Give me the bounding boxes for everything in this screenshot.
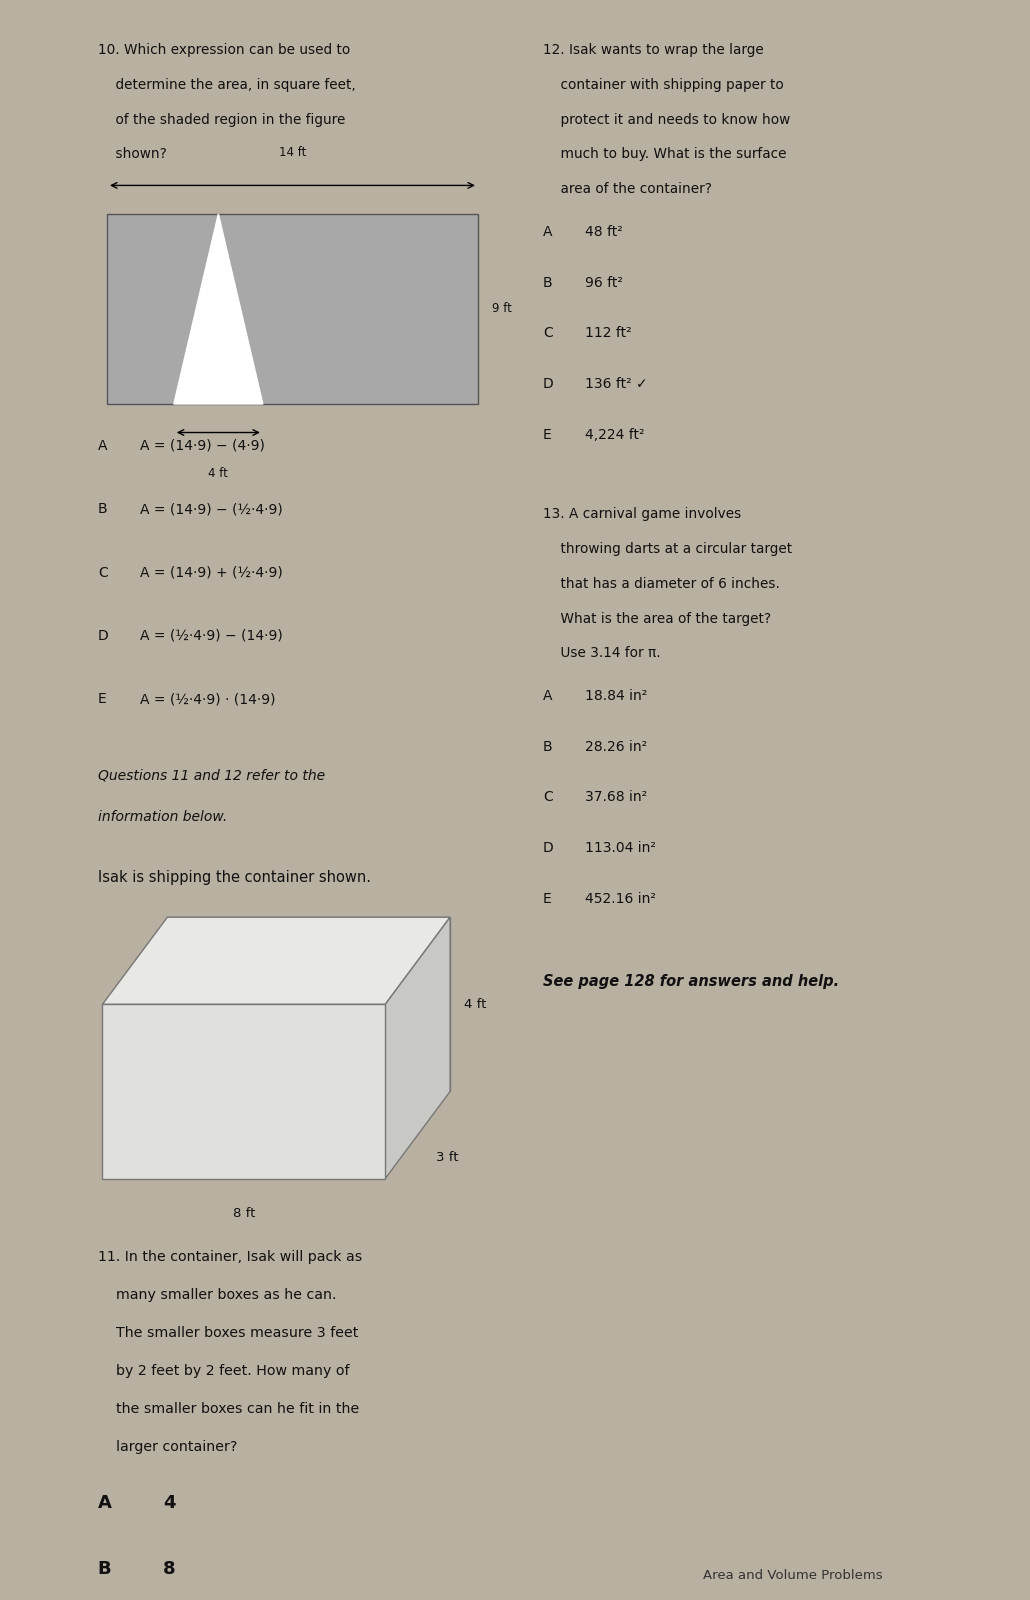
Text: D: D [543, 842, 553, 854]
Text: the smaller boxes can he fit in the: the smaller boxes can he fit in the [98, 1402, 359, 1416]
Text: B: B [98, 1560, 111, 1578]
Text: 3 ft: 3 ft [437, 1150, 458, 1163]
Text: 4,224 ft²: 4,224 ft² [585, 427, 644, 442]
Polygon shape [167, 917, 450, 1091]
Text: many smaller boxes as he can.: many smaller boxes as he can. [98, 1288, 337, 1302]
FancyBboxPatch shape [103, 1005, 385, 1179]
Text: Area and Volume Problems: Area and Volume Problems [703, 1570, 883, 1582]
Text: What is the area of the target?: What is the area of the target? [543, 611, 770, 626]
Text: D: D [543, 378, 553, 390]
Text: E: E [98, 693, 106, 706]
FancyBboxPatch shape [107, 214, 478, 403]
Text: B: B [98, 502, 107, 517]
Text: Use 3.14 for π.: Use 3.14 for π. [543, 646, 660, 661]
Text: 9 ft: 9 ft [492, 302, 512, 315]
Text: 37.68 in²: 37.68 in² [585, 790, 647, 805]
Text: 13. A carnival game involves: 13. A carnival game involves [543, 507, 741, 522]
Text: determine the area, in square feet,: determine the area, in square feet, [98, 78, 355, 91]
Text: area of the container?: area of the container? [543, 182, 712, 197]
Text: E: E [543, 427, 551, 442]
Text: A: A [543, 226, 552, 238]
Text: C: C [543, 790, 552, 805]
Text: A: A [98, 438, 107, 453]
Text: 4 ft: 4 ft [208, 467, 229, 480]
Text: by 2 feet by 2 feet. How many of: by 2 feet by 2 feet. How many of [98, 1363, 349, 1378]
Text: Isak is shipping the container shown.: Isak is shipping the container shown. [98, 870, 371, 885]
Text: protect it and needs to know how: protect it and needs to know how [543, 112, 790, 126]
Text: A = (14·9) − (½·4·9): A = (14·9) − (½·4·9) [139, 502, 282, 517]
Polygon shape [174, 214, 263, 403]
Text: 8 ft: 8 ft [233, 1206, 255, 1221]
Text: 18.84 in²: 18.84 in² [585, 690, 647, 702]
Text: shown?: shown? [98, 147, 167, 162]
Text: E: E [543, 891, 551, 906]
Text: throwing darts at a circular target: throwing darts at a circular target [543, 542, 792, 555]
Polygon shape [103, 917, 450, 1005]
Text: D: D [98, 629, 108, 643]
Text: 11. In the container, Isak will pack as: 11. In the container, Isak will pack as [98, 1250, 363, 1264]
Text: 28.26 in²: 28.26 in² [585, 739, 647, 754]
Text: container with shipping paper to: container with shipping paper to [543, 78, 784, 91]
Text: B: B [543, 275, 552, 290]
Text: A = (½·4·9) − (14·9): A = (½·4·9) − (14·9) [139, 629, 282, 643]
Text: larger container?: larger container? [98, 1440, 237, 1454]
Text: of the shaded region in the figure: of the shaded region in the figure [98, 112, 345, 126]
Text: A = (14·9) + (½·4·9): A = (14·9) + (½·4·9) [139, 565, 282, 579]
Text: 14 ft: 14 ft [279, 146, 306, 158]
Text: 12. Isak wants to wrap the large: 12. Isak wants to wrap the large [543, 43, 763, 58]
Text: information below.: information below. [98, 810, 227, 824]
Text: 112 ft²: 112 ft² [585, 326, 631, 341]
Text: C: C [98, 565, 107, 579]
Text: 48 ft²: 48 ft² [585, 226, 622, 238]
Text: Questions 11 and 12 refer to the: Questions 11 and 12 refer to the [98, 768, 325, 782]
Text: B: B [543, 739, 552, 754]
Text: 10. Which expression can be used to: 10. Which expression can be used to [98, 43, 350, 58]
Text: that has a diameter of 6 inches.: that has a diameter of 6 inches. [543, 576, 780, 590]
Text: A = (½·4·9) · (14·9): A = (½·4·9) · (14·9) [139, 693, 275, 706]
Text: A: A [543, 690, 552, 702]
Text: 136 ft² ✓: 136 ft² ✓ [585, 378, 647, 390]
Text: See page 128 for answers and help.: See page 128 for answers and help. [543, 974, 838, 989]
Text: C: C [543, 326, 552, 341]
Text: A = (14·9) − (4·9): A = (14·9) − (4·9) [139, 438, 265, 453]
Text: much to buy. What is the surface: much to buy. What is the surface [543, 147, 786, 162]
Text: 8: 8 [163, 1560, 175, 1578]
Text: A: A [98, 1494, 111, 1512]
Text: 96 ft²: 96 ft² [585, 275, 622, 290]
Text: The smaller boxes measure 3 feet: The smaller boxes measure 3 feet [98, 1326, 358, 1339]
Text: 452.16 in²: 452.16 in² [585, 891, 655, 906]
Polygon shape [385, 917, 450, 1179]
Text: 4: 4 [163, 1494, 175, 1512]
Text: 113.04 in²: 113.04 in² [585, 842, 655, 854]
Text: 4 ft: 4 ft [464, 998, 486, 1011]
